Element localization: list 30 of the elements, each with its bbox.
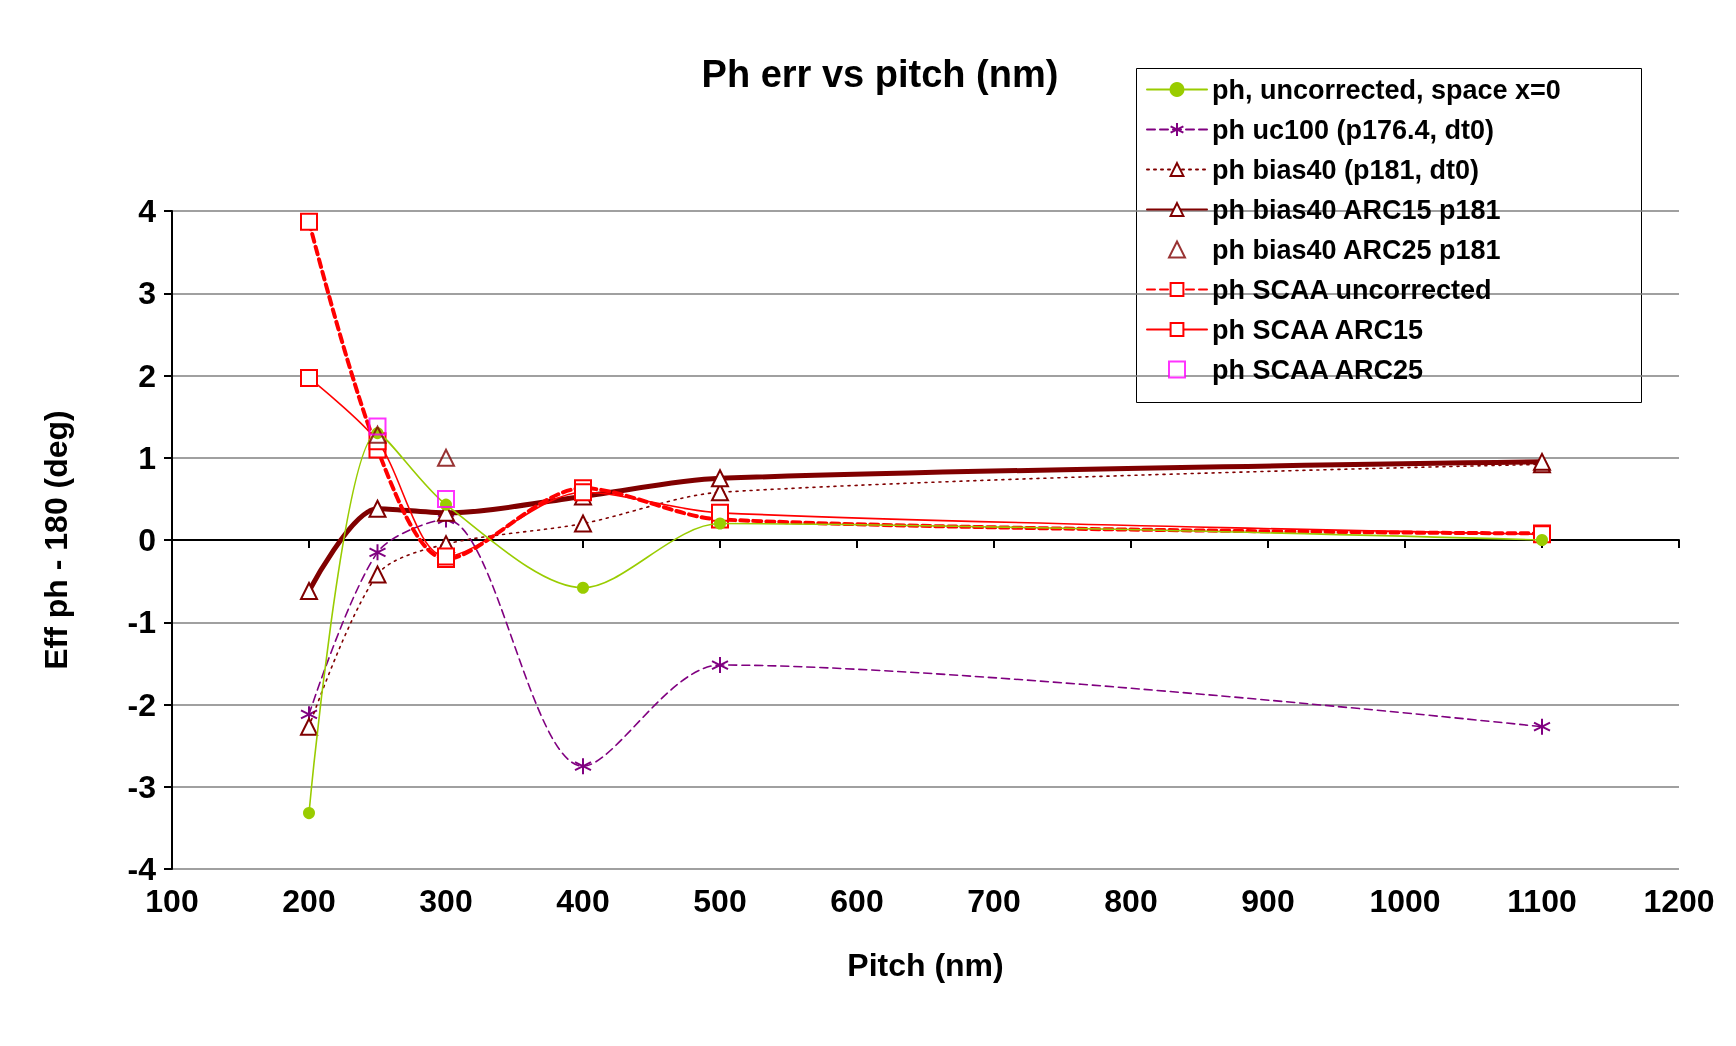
x-tick-label: 600 [830,883,884,919]
legend-label: ph SCAA ARC25 [1212,354,1424,385]
legend-label: ph bias40 ARC25 p181 [1212,234,1501,265]
legend-label: ph bias40 ARC15 p181 [1212,194,1501,225]
y-tick-label: -3 [127,768,156,805]
x-tick-label: 700 [967,883,1021,919]
y-tick-label: 1 [138,439,156,476]
y-axis-title: Eff ph - 180 (deg) [38,410,74,670]
y-tick-label: 0 [138,522,156,558]
x-tick-label: 1000 [1369,883,1441,919]
legend-label: ph bias40 (p181, dt0) [1212,154,1480,185]
x-tick-label: 200 [282,883,336,919]
y-tick-label: 2 [138,357,156,394]
x-tick-label: 800 [1104,883,1158,919]
x-tick-label: 500 [693,883,747,919]
y-tick-label: 3 [138,275,156,312]
legend-label: ph SCAA uncorrected [1212,274,1492,305]
x-tick-label: 300 [419,883,473,919]
chart-title: Ph err vs pitch (nm) [701,53,1059,95]
y-tick-label: -2 [127,686,156,723]
x-tick-label: 1100 [1507,883,1577,919]
y-tick-label: -1 [127,604,156,641]
x-tick-label: 900 [1241,883,1295,919]
legend-label: ph uc100 (p176.4, dt0) [1212,114,1495,145]
legend-label: ph, uncorrected, space x=0 [1212,74,1561,105]
x-tick-label: 1200 [1643,883,1715,919]
x-tick-label: 400 [556,883,610,919]
legend-label: ph SCAA ARC15 [1212,314,1424,345]
x-axis-title: Pitch (nm) [847,947,1004,983]
y-tick-label: 4 [138,193,157,229]
